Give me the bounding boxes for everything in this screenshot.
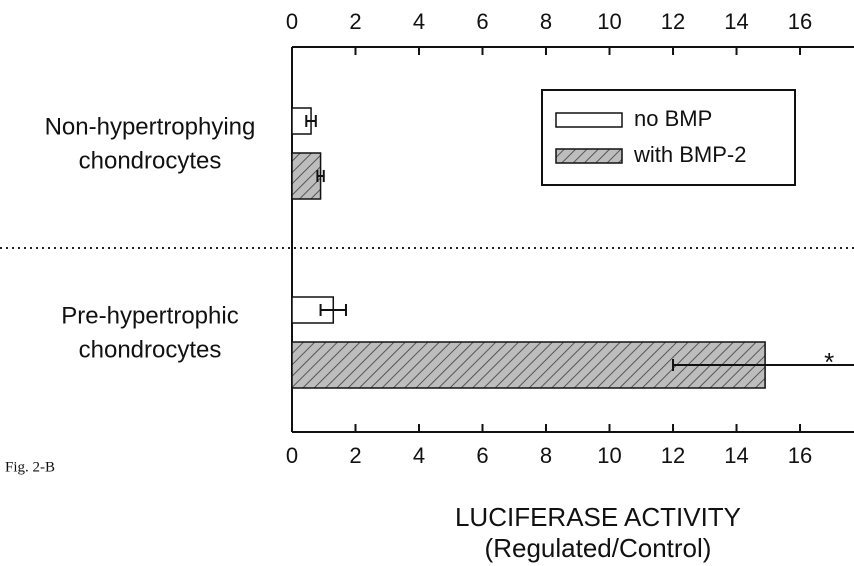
caption: Fig. 2-B: [5, 459, 55, 475]
x-tick-label: 10: [597, 9, 621, 34]
x-tick-label: 6: [476, 443, 488, 468]
x-tick-label: 12: [661, 443, 685, 468]
legend-label: no BMP: [634, 106, 712, 131]
x-tick-label: 14: [724, 443, 748, 468]
legend-swatch: [555, 112, 623, 128]
x-axis-title: (Regulated/Control): [485, 533, 712, 563]
x-tick-label: 6: [476, 9, 488, 34]
legend-swatch: [555, 148, 623, 164]
legend-box: [541, 89, 796, 186]
x-tick-label: 2: [349, 9, 361, 34]
x-tick-label: 14: [724, 9, 748, 34]
x-axis-title: LUCIFERASE ACTIVITY: [455, 502, 741, 532]
legend-label: with BMP-2: [633, 142, 746, 167]
x-tick-label: 0: [286, 443, 298, 468]
category-label: chondrocytes: [79, 336, 222, 363]
annotation: *: [824, 347, 834, 377]
category-label: chondrocytes: [79, 147, 222, 174]
category-label: Pre-hypertrophic: [61, 302, 238, 329]
x-tick-label: 10: [597, 443, 621, 468]
x-tick-label: 4: [413, 443, 425, 468]
x-tick-label: 16: [788, 443, 812, 468]
x-tick-label: 8: [540, 443, 552, 468]
category-label: Non-hypertrophying: [45, 113, 256, 140]
x-tick-label: 16: [788, 9, 812, 34]
x-tick-label: 12: [661, 9, 685, 34]
x-tick-label: 0: [286, 9, 298, 34]
x-tick-label: 4: [413, 9, 425, 34]
bar: [291, 152, 322, 200]
x-tick-label: 2: [349, 443, 361, 468]
x-tick-label: 8: [540, 9, 552, 34]
